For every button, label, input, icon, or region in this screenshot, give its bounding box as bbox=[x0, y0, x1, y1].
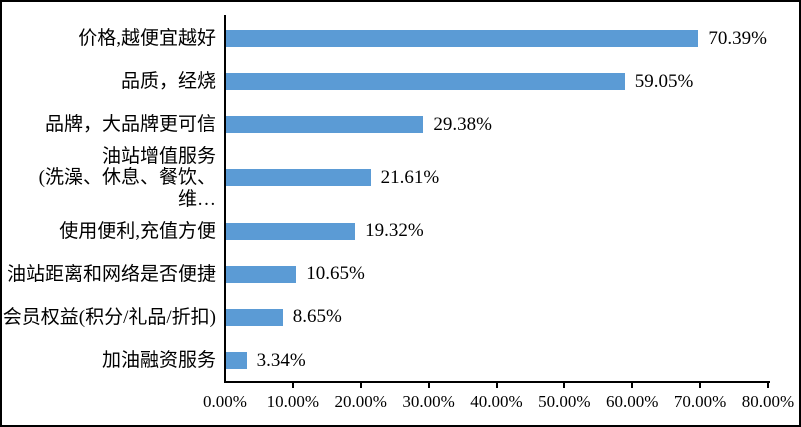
bar-area: 29.38% bbox=[224, 114, 767, 136]
value-label: 29.38% bbox=[433, 113, 492, 135]
chart-row: 油站距离和网络是否便捷 10.65% bbox=[2, 253, 782, 296]
bar bbox=[224, 352, 247, 369]
value-label: 59.05% bbox=[634, 70, 694, 92]
category-label: 油站距离和网络是否便捷 bbox=[6, 263, 216, 285]
bar bbox=[224, 265, 297, 283]
value-label: 3.34% bbox=[256, 349, 306, 371]
x-axis-tick bbox=[699, 383, 702, 388]
category-label: 品质，经烧 bbox=[120, 70, 216, 92]
x-axis-tick-label: 0.00% bbox=[203, 392, 247, 411]
x-axis-tick bbox=[291, 383, 294, 388]
category-label: 使用便利,充值方便 bbox=[59, 220, 216, 242]
y-axis-line bbox=[224, 15, 226, 383]
category-label: 品牌，大品牌更可信 bbox=[44, 113, 216, 135]
bar-area: 8.65% bbox=[224, 306, 767, 328]
bar-area: 21.61% bbox=[224, 167, 767, 189]
bar bbox=[224, 73, 625, 91]
chart-rows: 价格,越便宜越好 70.39% 品质，经烧 59.05% 品牌，大品牌更可信 29.38%… bbox=[2, 17, 782, 382]
value-label: 70.39% bbox=[708, 27, 767, 49]
x-axis-tick bbox=[359, 383, 362, 388]
bar-area: 70.39% bbox=[224, 28, 767, 50]
category-label: 油站增值服务 (洗澡、休息、餐饮、维… bbox=[38, 146, 216, 210]
chart-row: 价格,越便宜越好 70.39% bbox=[2, 17, 782, 60]
chart-row: 油站增值服务 (洗澡、休息、餐饮、维… 21.61% bbox=[2, 146, 782, 210]
x-axis-tick bbox=[631, 383, 634, 388]
bar bbox=[224, 116, 424, 134]
value-label: 10.65% bbox=[306, 263, 365, 285]
category-label: 会员权益(积分/礼品/折扣) bbox=[2, 306, 216, 328]
value-label: 8.65% bbox=[292, 306, 342, 328]
chart-row: 品质，经烧 59.05% bbox=[2, 60, 782, 103]
bar-area: 59.05% bbox=[224, 71, 767, 93]
x-axis-tick-label: 40.00% bbox=[470, 392, 523, 411]
value-label: 19.32% bbox=[365, 220, 424, 242]
x-axis-line bbox=[224, 381, 770, 383]
bar bbox=[224, 169, 371, 187]
x-axis-tick bbox=[495, 383, 498, 388]
chart-row: 加油融资服务 3.34% bbox=[2, 339, 782, 382]
x-axis-tick-label: 10.00% bbox=[266, 392, 320, 411]
x-axis-tick-label: 50.00% bbox=[538, 392, 591, 411]
bar bbox=[224, 222, 356, 240]
x-axis-tick-label: 70.00% bbox=[673, 392, 727, 411]
x-axis-tick-label: 20.00% bbox=[334, 392, 387, 411]
x-axis-tick-label: 30.00% bbox=[402, 392, 455, 411]
category-label: 价格,越便宜越好 bbox=[78, 27, 216, 49]
chart-row: 使用便利,充值方便 19.32% bbox=[2, 210, 782, 253]
chart-row: 品牌，大品牌更可信 29.38% bbox=[2, 103, 782, 146]
bar bbox=[224, 30, 699, 48]
bar-area: 3.34% bbox=[224, 350, 767, 372]
x-axis-tick bbox=[427, 383, 430, 388]
bar-area: 19.32% bbox=[224, 220, 767, 242]
category-label: 加油融资服务 bbox=[101, 349, 216, 371]
value-label: 21.61% bbox=[380, 166, 440, 188]
x-axis-ticks bbox=[225, 383, 769, 389]
x-axis-tick bbox=[563, 383, 566, 388]
bar bbox=[224, 308, 283, 326]
chart-row: 会员权益(积分/礼品/折扣) 8.65% bbox=[2, 296, 782, 339]
x-axis-tick bbox=[767, 383, 769, 388]
x-axis-tick-label: 80.00% bbox=[741, 392, 795, 411]
x-axis-labels: 0.00% 10.00% 20.00% 30.00% 40.00% 50.00% 60.00… bbox=[203, 392, 794, 416]
bar-area: 10.65% bbox=[224, 263, 767, 285]
x-axis-tick-label: 60.00% bbox=[606, 392, 659, 411]
